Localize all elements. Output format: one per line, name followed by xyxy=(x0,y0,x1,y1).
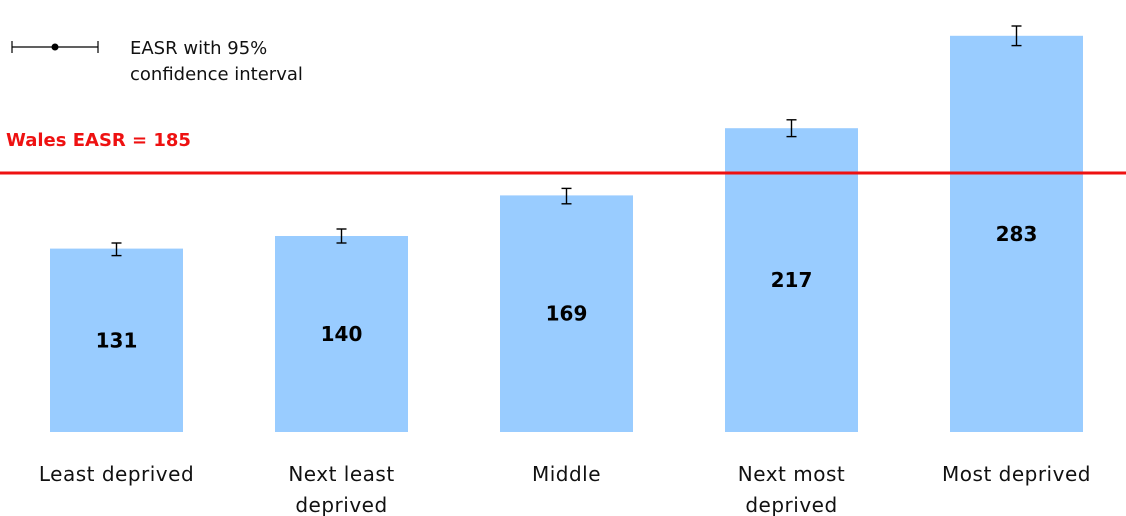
legend: EASR with 95% confidence interval xyxy=(11,38,303,85)
category-label-1: Next least deprived xyxy=(288,462,394,516)
bar-1 xyxy=(275,236,408,432)
bar-0 xyxy=(50,248,183,432)
category-label-0: Least deprived xyxy=(39,462,194,486)
category-label-1-line-1: deprived xyxy=(295,493,387,516)
wales-reference-label: Wales EASR = 185 xyxy=(6,130,191,151)
category-label-2-line-0: Middle xyxy=(532,462,601,486)
bars-group xyxy=(50,35,1083,433)
error-bars-group xyxy=(111,25,1022,257)
category-label-3-line-1: deprived xyxy=(745,493,837,516)
category-label-2: Middle xyxy=(532,462,601,486)
bar-4 xyxy=(950,35,1083,433)
category-label-1-line-0: Next least xyxy=(288,462,394,486)
legend-text: EASR with 95% confidence interval xyxy=(130,38,303,85)
value-label-4: 283 xyxy=(996,222,1038,246)
value-label-2: 169 xyxy=(546,302,588,326)
bar-2 xyxy=(500,195,633,432)
value-label-3: 217 xyxy=(771,268,813,292)
category-label-0-line-0: Least deprived xyxy=(39,462,194,486)
value-label-0: 131 xyxy=(96,328,138,352)
legend-text-line-2: confidence interval xyxy=(130,64,303,85)
legend-point-marker xyxy=(51,43,59,51)
category-labels-group: Least deprived Next least deprived Middle Ne… xyxy=(39,462,1091,516)
category-label-4-line-0: Most deprived xyxy=(942,462,1091,486)
legend-text-line-1: EASR with 95% xyxy=(130,38,267,59)
value-label-1: 140 xyxy=(321,322,363,346)
reference-line-group: Wales EASR = 185 xyxy=(0,130,1126,175)
category-label-3: Next most deprived xyxy=(738,462,845,516)
value-labels-group: 131 140 169 217 283 xyxy=(96,222,1038,352)
bar-3 xyxy=(725,128,858,432)
category-label-3-line-0: Next most xyxy=(738,462,845,486)
category-label-4: Most deprived xyxy=(942,462,1091,486)
